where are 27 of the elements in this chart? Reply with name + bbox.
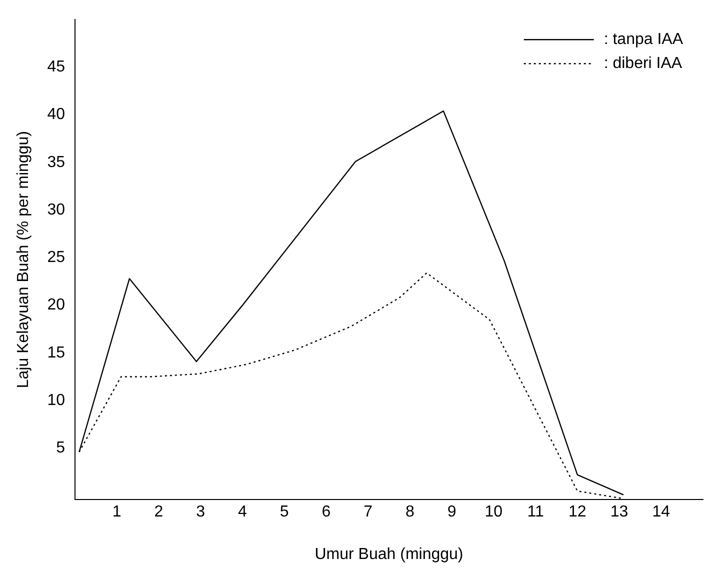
y-tick-label: 15 — [47, 344, 66, 362]
legend-label: : diberi IAA — [604, 55, 682, 72]
legend-label: : tanpa IAA — [604, 31, 684, 48]
y-tick-label: 10 — [47, 392, 66, 409]
x-tick-label: 6 — [322, 504, 331, 521]
x-tick-label: 10 — [484, 504, 503, 521]
x-tick-label: 1 — [112, 504, 122, 521]
y-tick-label: 30 — [47, 201, 66, 218]
x-tick-label: 9 — [447, 504, 456, 521]
x-tick-label: 2 — [154, 504, 164, 521]
y-tick-label: 20 — [47, 296, 66, 314]
x-tick-label: 5 — [280, 504, 289, 521]
y-tick-label: 45 — [47, 58, 66, 76]
y-tick-label: 40 — [47, 106, 66, 124]
y-axis-title: Laju Kelayuan Buah (% per minggu) — [15, 131, 32, 388]
x-tick-label: 11 — [527, 504, 544, 521]
y-tick-label: 5 — [56, 440, 66, 457]
y-tick-label: 35 — [47, 154, 66, 171]
x-tick-label: 3 — [196, 504, 206, 521]
x-tick-label: 12 — [568, 504, 586, 521]
x-tick-label: 13 — [610, 504, 628, 521]
x-axis-title: Umur Buah (minggu) — [314, 546, 464, 563]
x-tick-label: 4 — [238, 504, 248, 521]
y-tick-label: 25 — [47, 249, 66, 266]
x-tick-label: 8 — [405, 504, 414, 521]
x-tick-label: 14 — [652, 504, 670, 521]
x-tick-label: 7 — [364, 504, 373, 521]
